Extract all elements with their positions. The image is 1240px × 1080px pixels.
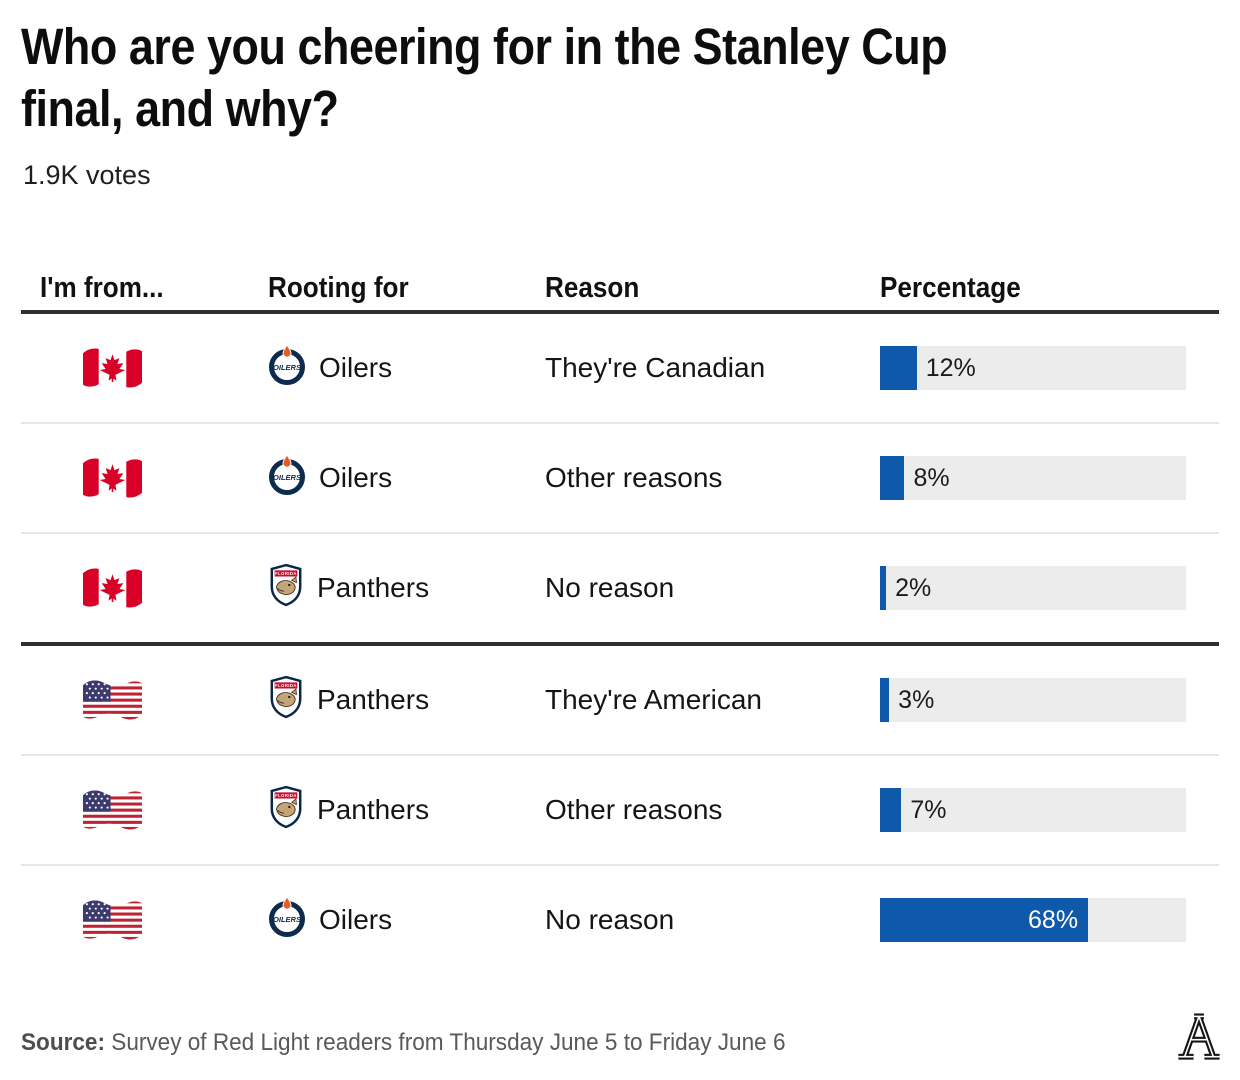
column-header-from: I'm from...: [40, 271, 164, 304]
reason-cell: Other reasons: [545, 794, 880, 826]
team-name: Panthers: [317, 572, 430, 603]
percentage-bar-track: 7%: [880, 788, 1186, 832]
us-flag-icon: [80, 896, 145, 944]
panthers-logo-icon: FLORIDA: [268, 784, 304, 837]
source-label: Source:: [21, 1029, 105, 1056]
percentage-cell: 2%: [880, 566, 1186, 610]
percentage-bar-track: 12%: [880, 346, 1186, 390]
reason-text: Other reasons: [545, 794, 723, 825]
vote-count: 1.9K votes: [23, 160, 151, 190]
table-row: OILERS FLORIDA Panthers They're American: [21, 646, 1219, 754]
svg-text:OILERS: OILERS: [273, 472, 301, 481]
from-cell: [21, 344, 268, 392]
table-row: OILERS FLORIDA Panthers No reason: [21, 534, 1219, 642]
column-header-rooting-for: Rooting for: [268, 271, 409, 304]
panthers-logo-icon: FLORIDA: [268, 674, 304, 727]
oilers-logo-icon: OILERS: [268, 343, 306, 393]
reason-text: No reason: [545, 572, 675, 603]
from-cell: [21, 676, 268, 724]
rooting-for-cell: OILERS FLORIDA Oilers: [268, 343, 545, 393]
percentage-bar-fill: [880, 566, 887, 610]
svg-text:FLORIDA: FLORIDA: [275, 682, 297, 687]
percentage-bar-track: 8%: [880, 456, 1186, 500]
group-divider: [21, 642, 1219, 646]
rooting-for-cell: OILERS FLORIDA Panthers: [268, 674, 545, 727]
canada-flag-icon: [80, 454, 145, 502]
reason-cell: They're Canadian: [545, 352, 880, 384]
percentage-cell: 7%: [880, 788, 1186, 832]
from-cell: [21, 896, 268, 944]
team-name: Panthers: [317, 794, 430, 825]
percentage-bar-fill: 68%: [880, 898, 1089, 942]
percentage-bar-track: 2%: [880, 566, 1186, 610]
from-cell: [21, 564, 268, 612]
row-divider: [21, 754, 1219, 756]
rooting-for-cell: OILERS FLORIDA Panthers: [268, 784, 545, 837]
reason-text: They're Canadian: [545, 352, 766, 383]
reason-text: No reason: [545, 904, 675, 935]
us-flag-icon: [80, 786, 145, 834]
team-name: Oilers: [319, 462, 393, 493]
row-divider: [21, 422, 1219, 424]
row-divider: [21, 532, 1219, 534]
table-header-row: I'm from... Rooting for Reason Percentag…: [21, 266, 1219, 310]
page-title: Who are you cheering for in the Stanley …: [21, 18, 948, 137]
svg-text:FLORIDA: FLORIDA: [275, 570, 297, 575]
percentage-label: 3%: [898, 685, 935, 714]
percentage-cell: 3%: [880, 678, 1186, 722]
oilers-logo-icon: OILERS: [268, 453, 306, 503]
from-cell: [21, 786, 268, 834]
percentage-bar-track: 68%: [880, 898, 1186, 942]
oilers-logo-icon: OILERS: [268, 895, 306, 945]
athletic-a-logo: [1173, 1006, 1225, 1073]
team-name: Oilers: [319, 352, 393, 383]
percentage-cell: 68%: [880, 898, 1186, 942]
row-divider: [21, 864, 1219, 866]
team-name: Oilers: [319, 904, 393, 935]
team-name: Panthers: [317, 684, 430, 715]
results-table: I'm from... Rooting for Reason Percentag…: [21, 266, 1219, 974]
source-text: Survey of Red Light readers from Thursda…: [104, 1029, 786, 1056]
percentage-label: 8%: [913, 463, 950, 492]
from-cell: [21, 454, 268, 502]
header-rule: [21, 310, 1219, 314]
us-flag-icon: [80, 676, 145, 724]
table-row: OILERS FLORIDA Oilers No reason: [21, 866, 1219, 974]
rooting-for-cell: OILERS FLORIDA Oilers: [268, 453, 545, 503]
percentage-bar-fill: [880, 678, 890, 722]
svg-text:FLORIDA: FLORIDA: [275, 792, 297, 797]
column-header-reason: Reason: [545, 271, 640, 304]
table-row: OILERS FLORIDA Oilers They're Canadian: [21, 314, 1219, 422]
percentage-bar-fill: [880, 456, 905, 500]
reason-text: Other reasons: [545, 462, 723, 493]
reason-cell: Other reasons: [545, 462, 880, 494]
reason-text: They're American: [545, 684, 762, 715]
percentage-cell: 12%: [880, 346, 1186, 390]
svg-text:OILERS: OILERS: [273, 362, 301, 371]
panthers-logo-icon: FLORIDA: [268, 562, 304, 615]
svg-text:OILERS: OILERS: [273, 914, 301, 923]
percentage-bar-fill: [880, 346, 917, 390]
rooting-for-cell: OILERS FLORIDA Panthers: [268, 562, 545, 615]
percentage-cell: 8%: [880, 456, 1186, 500]
reason-cell: No reason: [545, 904, 880, 936]
canada-flag-icon: [80, 344, 145, 392]
percentage-label: 68%: [1028, 905, 1079, 934]
source-note: Source: Survey of Red Light readers from…: [21, 1029, 785, 1057]
reason-cell: They're American: [545, 684, 880, 716]
table-row: OILERS FLORIDA Oilers Other reasons: [21, 424, 1219, 532]
percentage-label: 2%: [895, 573, 932, 602]
reason-cell: No reason: [545, 572, 880, 604]
rooting-for-cell: OILERS FLORIDA Oilers: [268, 895, 545, 945]
percentage-label: 12%: [925, 353, 976, 382]
percentage-label: 7%: [910, 795, 947, 824]
canada-flag-icon: [80, 564, 145, 612]
percentage-bar-fill: [880, 788, 902, 832]
table-row: OILERS FLORIDA Panthers Other reasons: [21, 756, 1219, 864]
percentage-bar-track: 3%: [880, 678, 1186, 722]
column-header-percentage: Percentage: [880, 271, 1021, 304]
